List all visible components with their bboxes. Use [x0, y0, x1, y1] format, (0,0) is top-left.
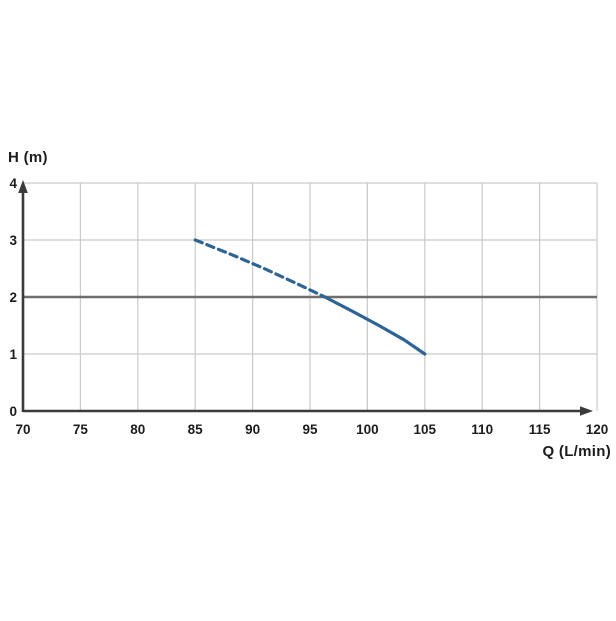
x-tick-label: 115 — [529, 422, 551, 437]
y-tick-label: 2 — [9, 290, 17, 305]
x-tick-label: 105 — [414, 422, 437, 437]
y-tick-label: 3 — [9, 233, 17, 248]
y-tick-label: 4 — [9, 176, 17, 191]
x-tick-label: 85 — [188, 422, 204, 437]
x-tick-label: 75 — [73, 422, 89, 437]
x-tick-label: 80 — [130, 422, 145, 437]
y-axis-title: H (m) — [8, 149, 48, 166]
x-tick-label: 100 — [356, 422, 379, 437]
x-tick-label: 110 — [471, 422, 493, 437]
x-tick-label: 95 — [302, 422, 318, 437]
pump-head-curve-solid — [323, 295, 427, 356]
x-tick-label: 90 — [245, 422, 260, 437]
x-tick-label: 70 — [15, 422, 30, 437]
x-tick-label: 120 — [586, 422, 609, 437]
pump-head-curve-dashed — [193, 238, 327, 299]
x-axis-arrowhead — [580, 406, 593, 416]
y-tick-label: 0 — [9, 404, 17, 419]
x-axis-title: Q (L/min) — [542, 443, 611, 460]
y-axis-arrowhead — [18, 180, 28, 193]
y-tick-label: 1 — [9, 347, 17, 362]
